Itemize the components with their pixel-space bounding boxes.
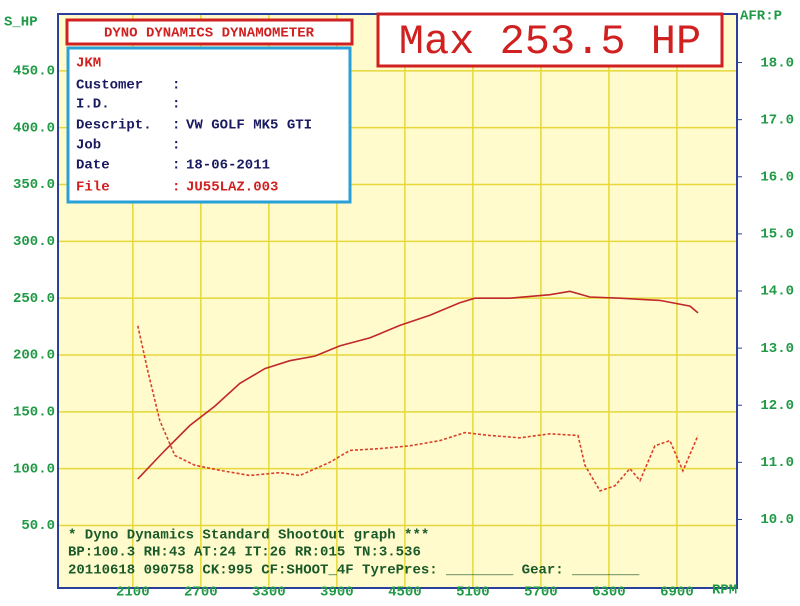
max-power: Max 253.5 HP [399,18,701,66]
info-value: VW GOLF MK5 GTI [186,118,312,134]
x-tick-label: 5100 [456,585,490,601]
info-value: JU55LAZ.003 [186,180,278,196]
x-tick-label: 2100 [116,585,150,601]
title-box [65,18,354,46]
y-tick-label: 400.0 [13,120,55,136]
x-tick-label: 5700 [524,585,558,601]
info-label: Job [76,138,101,154]
y2-tick-label: 12.0 [760,398,794,414]
x-tick-label: 6900 [660,585,694,601]
y-tick-label: 300.0 [13,234,55,250]
series-line [137,290,699,480]
y-tick-label: 200.0 [13,348,55,364]
footer-line: * Dyno Dynamics Standard ShootOut graph … [68,528,429,544]
footer-line: BP:100.3 RH:43 AT:24 IT:26 RR:015 TN:3.5… [68,545,421,561]
info-name: JKM [76,56,101,72]
x-tick-label: 3900 [320,585,354,601]
title: DYNO DYNAMICS DYNAMOMETER [104,26,315,42]
y2-tick-label: 17.0 [760,112,794,128]
info-value: 18-06-2011 [186,158,270,174]
series-line [137,325,699,492]
y-tick-label: 250.0 [13,291,55,307]
y2-tick-label: 14.0 [760,284,794,300]
footer-line: 20110618 090758 CK:995 CF:SHOOT_4F TyreP… [68,563,640,579]
info-label: Date [76,158,110,174]
y2-tick-label: 18.0 [760,55,794,71]
y2-tick-label: 16.0 [760,169,794,185]
y-tick-label: 350.0 [13,177,55,193]
info-sep: : [172,97,180,113]
y2-tick-label: 10.0 [760,512,794,528]
info-sep: : [172,158,180,174]
info-sep: : [172,138,180,154]
y2-axis-label: AFR:P [740,9,782,25]
y-tick-label: 150.0 [13,405,55,421]
info-label: File [76,180,110,196]
x-tick-label: 3300 [252,585,286,601]
y-tick-label: 100.0 [13,461,55,477]
info-label: I.D. [76,97,110,113]
info-label: Customer [76,78,143,94]
y-tick-label: 450.0 [13,64,55,80]
y-tick-label: 50.0 [21,518,55,534]
y2-tick-label: 15.0 [760,227,794,243]
x-axis-label: RPM [712,583,737,599]
info-sep: : [172,78,180,94]
info-label: Descript. [76,118,152,134]
y2-tick-label: 13.0 [760,341,794,357]
info-box [66,46,352,204]
y-axis-label: S_HP [4,15,38,31]
x-tick-label: 2700 [184,585,218,601]
info-sep: : [172,180,180,196]
x-tick-label: 4500 [388,585,422,601]
y2-tick-label: 11.0 [760,455,794,471]
x-tick-label: 6300 [592,585,626,601]
max-box [376,12,724,68]
info-sep: : [172,118,180,134]
